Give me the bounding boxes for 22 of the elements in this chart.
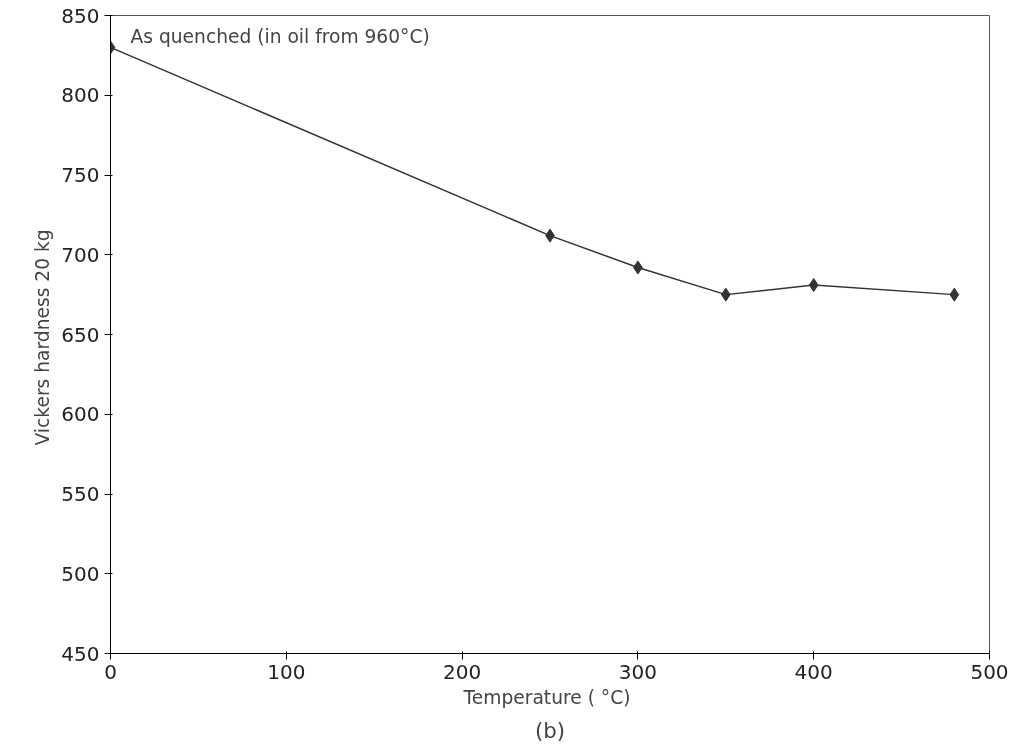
y-axis-title: Vickers hardness 20 kg — [32, 229, 54, 446]
x-tick-label: 500 — [970, 659, 1009, 684]
x-tick-label: 300 — [618, 659, 657, 684]
point — [949, 287, 960, 302]
annotation: As quenched (in oil from 960°C) — [130, 26, 430, 48]
y-tick-label: 450 — [61, 641, 100, 666]
point — [808, 278, 819, 293]
y-tick-label: 700 — [61, 242, 100, 267]
y-tick-label: 650 — [61, 322, 100, 347]
x-tick-label: 400 — [794, 659, 833, 684]
y-tick-label: 750 — [61, 163, 100, 187]
x-axis-title: Temperature ( °C) — [462, 686, 631, 708]
text: (b) — [534, 717, 566, 743]
y-tick-label: 800 — [61, 83, 100, 108]
y-tick-label: 600 — [61, 402, 100, 427]
y-tick-label: 500 — [61, 561, 100, 586]
x-tick-label: 100 — [267, 659, 306, 684]
y-tick-label: 850 — [61, 3, 100, 28]
point — [720, 287, 731, 302]
x-tick-label: 0 — [104, 659, 117, 684]
x-tick-label: 200 — [443, 659, 482, 684]
y-tick-label: 550 — [61, 482, 100, 506]
